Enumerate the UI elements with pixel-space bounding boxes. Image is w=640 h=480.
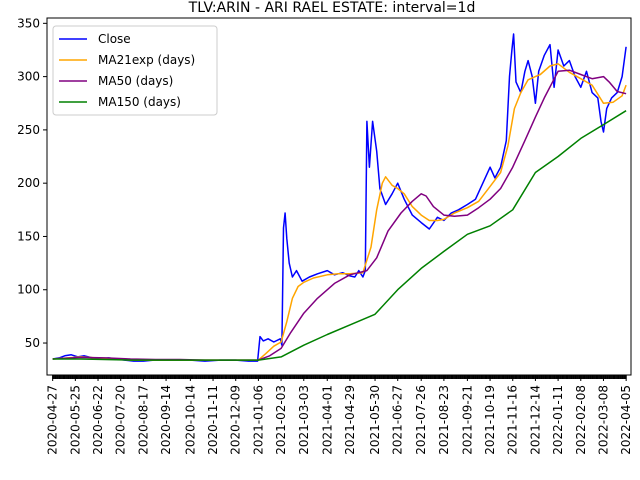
y-tick-label: 50 bbox=[25, 336, 40, 350]
x-tick-label: 2021-03-03 bbox=[297, 385, 311, 455]
x-tick-label: 2022-02-08 bbox=[574, 385, 588, 455]
y-tick-label: 200 bbox=[17, 176, 40, 190]
x-tick-label: 2020-04-27 bbox=[46, 385, 60, 455]
series-line-1 bbox=[52, 63, 627, 361]
x-tick-label: 2020-07-20 bbox=[114, 385, 128, 455]
y-tick-label: 300 bbox=[17, 70, 40, 84]
y-tick-label: 100 bbox=[17, 283, 40, 297]
x-tick-label: 2020-12-09 bbox=[229, 385, 243, 455]
series-layer bbox=[52, 33, 627, 362]
legend-label: Close bbox=[98, 32, 131, 46]
x-tick-label: 2021-04-29 bbox=[343, 385, 357, 455]
legend-label: MA21exp (days) bbox=[98, 53, 195, 67]
x-tick-label: 2020-06-22 bbox=[91, 385, 105, 455]
x-tick-label: 2022-04-05 bbox=[619, 385, 633, 455]
x-tick-label: 2021-01-06 bbox=[251, 385, 265, 455]
x-tick-label: 2021-05-30 bbox=[368, 385, 382, 455]
x-tick-label: 2021-06-27 bbox=[391, 385, 405, 455]
x-tick-label: 2021-09-21 bbox=[460, 385, 474, 455]
x-tick-label: 2021-11-16 bbox=[506, 385, 520, 455]
legend-label: MA150 (days) bbox=[98, 95, 181, 109]
x-tick-label: 2020-05-25 bbox=[68, 385, 82, 455]
x-tick-label: 2021-04-01 bbox=[320, 385, 334, 455]
x-tick-label: 2020-08-17 bbox=[136, 385, 150, 455]
legend-label: MA50 (days) bbox=[98, 74, 173, 88]
x-tick-label: 2022-01-11 bbox=[551, 385, 565, 455]
legend: Close MA21exp (days) MA50 (days) MA150 (day… bbox=[52, 25, 218, 116]
chart-title: TLV:ARIN - ARI RAEL ESTATE: interval=1d bbox=[188, 0, 476, 16]
y-tick-label: 250 bbox=[17, 123, 40, 137]
x-tick-label: 2021-08-23 bbox=[437, 385, 451, 455]
y-tick-label: 350 bbox=[17, 16, 40, 30]
x-tick-label: 2021-07-26 bbox=[414, 385, 428, 455]
x-tick-label: 2020-09-14 bbox=[159, 385, 173, 455]
x-axis: 2020-04-27 2020-05-25 2020-06-22 2020-07-20… bbox=[46, 375, 633, 455]
x-tick-label: 2020-11-11 bbox=[206, 385, 220, 455]
series-line-3 bbox=[52, 110, 627, 361]
x-tick-label: 2022-03-08 bbox=[596, 385, 610, 455]
y-tick-label: 150 bbox=[17, 229, 40, 243]
y-axis: 50 100 150 200 250 300 350 bbox=[17, 16, 47, 350]
x-tick-label: 2021-10-19 bbox=[483, 385, 497, 455]
x-tick-label: 2021-12-14 bbox=[528, 385, 542, 455]
x-tick-label: 2021-02-03 bbox=[274, 385, 288, 455]
legend-box bbox=[52, 25, 218, 116]
x-tick-label: 2020-10-14 bbox=[183, 385, 197, 455]
